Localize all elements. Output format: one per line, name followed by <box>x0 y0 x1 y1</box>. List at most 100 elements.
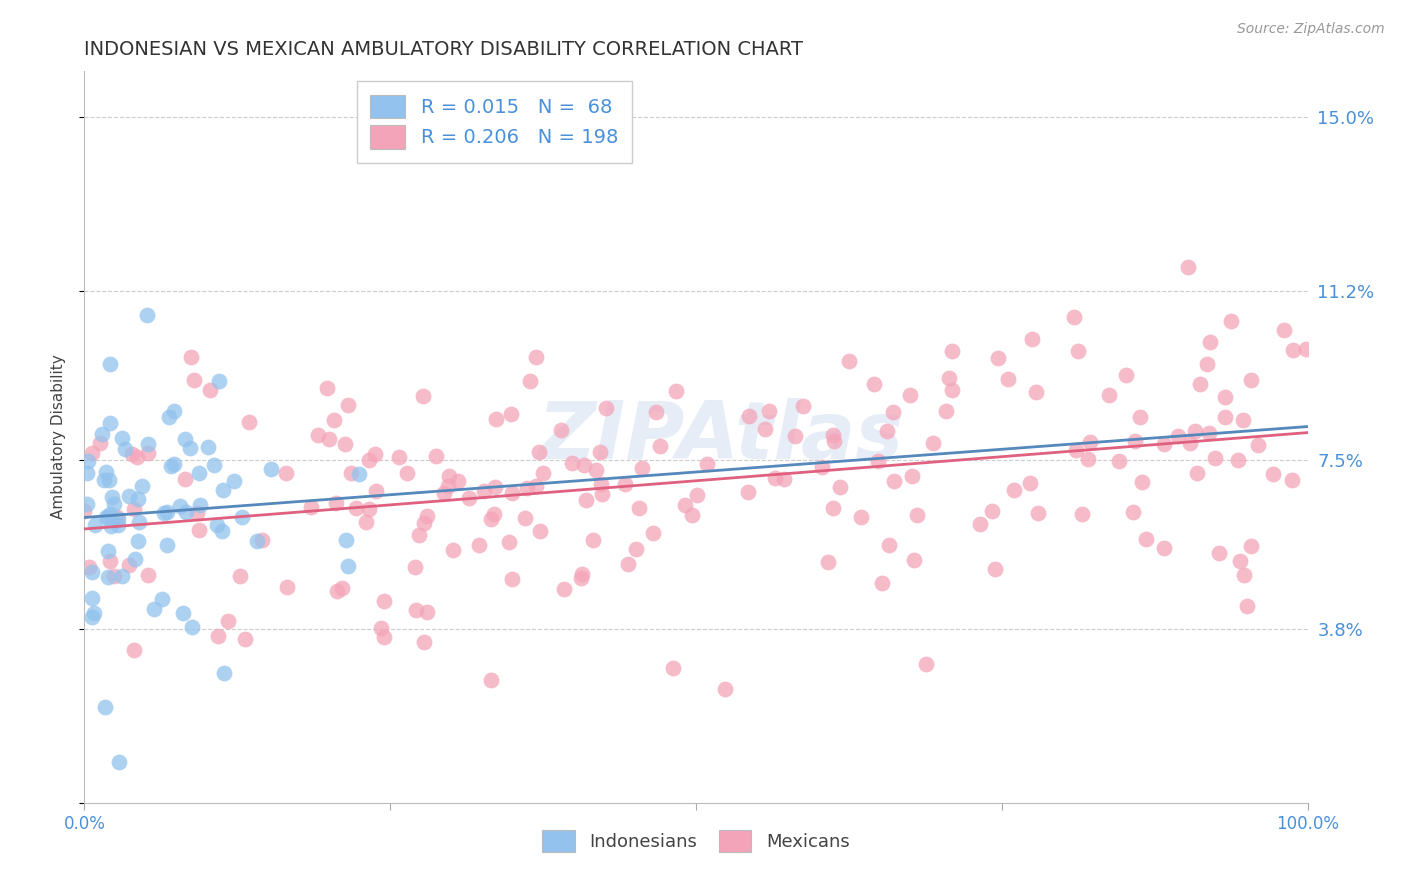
Point <box>1078 434 1101 449</box>
Point <box>515 510 537 524</box>
Point <box>186 506 208 520</box>
Point <box>498 534 520 549</box>
Point <box>307 428 329 442</box>
Point <box>250 533 273 548</box>
Point <box>163 457 186 471</box>
Point <box>156 538 179 552</box>
Point <box>441 543 464 558</box>
Point <box>1177 260 1199 274</box>
Point <box>903 553 925 567</box>
Point <box>136 437 159 451</box>
Point <box>713 681 735 696</box>
Point <box>938 371 960 385</box>
Point <box>395 466 418 480</box>
Point <box>1240 539 1263 553</box>
Point <box>811 459 834 474</box>
Point <box>987 351 1010 365</box>
Point <box>575 492 598 507</box>
Point <box>519 375 541 389</box>
Point <box>96 466 118 480</box>
Point <box>425 449 447 463</box>
Point <box>122 502 145 516</box>
Point <box>1199 334 1222 349</box>
Point <box>613 477 636 491</box>
Point <box>648 439 671 453</box>
Point <box>901 468 924 483</box>
Point <box>122 642 145 657</box>
Point <box>1064 443 1087 458</box>
Point <box>468 538 491 552</box>
Legend: Indonesians, Mexicans: Indonesians, Mexicans <box>536 823 856 860</box>
Point <box>183 373 205 387</box>
Point <box>474 484 496 499</box>
Point <box>1240 373 1263 387</box>
Point <box>229 568 252 582</box>
Point <box>408 528 430 542</box>
Point <box>863 376 886 391</box>
Point <box>1180 435 1202 450</box>
Point <box>174 505 197 519</box>
Point <box>373 593 395 607</box>
Point <box>117 489 139 503</box>
Point <box>246 533 269 548</box>
Point <box>457 491 479 505</box>
Point <box>76 467 98 481</box>
Point <box>1272 323 1295 337</box>
Point <box>180 350 202 364</box>
Point <box>773 472 796 486</box>
Point <box>1077 452 1099 467</box>
Point <box>531 466 554 480</box>
Point <box>485 412 508 426</box>
Point <box>222 474 245 488</box>
Point <box>941 343 963 358</box>
Point <box>1204 450 1226 465</box>
Point <box>898 388 921 402</box>
Point <box>91 427 114 442</box>
Point <box>73 504 96 518</box>
Point <box>783 429 806 443</box>
Point <box>156 505 179 519</box>
Point <box>574 458 596 472</box>
Point <box>100 416 122 430</box>
Point <box>754 422 776 436</box>
Point <box>217 615 239 629</box>
Point <box>136 446 159 460</box>
Point <box>696 458 718 472</box>
Point <box>550 423 572 437</box>
Point <box>516 481 538 495</box>
Point <box>208 374 231 388</box>
Point <box>1197 357 1219 371</box>
Point <box>98 357 121 371</box>
Point <box>1153 541 1175 555</box>
Point <box>1129 410 1152 425</box>
Point <box>1021 332 1043 346</box>
Point <box>529 524 551 539</box>
Point <box>325 584 347 599</box>
Point <box>413 635 436 649</box>
Point <box>388 450 411 464</box>
Point <box>1198 425 1220 440</box>
Point <box>114 442 136 456</box>
Point <box>97 509 120 524</box>
Point <box>370 622 392 636</box>
Point <box>758 403 780 417</box>
Point <box>479 673 502 687</box>
Point <box>344 500 367 515</box>
Point <box>333 437 356 451</box>
Point <box>204 458 226 472</box>
Point <box>1215 390 1237 404</box>
Point <box>299 500 322 515</box>
Point <box>188 466 211 480</box>
Point <box>941 384 963 398</box>
Point <box>364 447 387 461</box>
Point <box>150 592 173 607</box>
Text: INDONESIAN VS MEXICAN AMBULATORY DISABILITY CORRELATION CHART: INDONESIAN VS MEXICAN AMBULATORY DISABIL… <box>84 39 803 59</box>
Point <box>870 575 893 590</box>
Point <box>100 519 122 533</box>
Point <box>1282 343 1305 357</box>
Point <box>107 512 129 526</box>
Point <box>866 454 889 468</box>
Point <box>128 516 150 530</box>
Point <box>1066 343 1088 358</box>
Point <box>1295 342 1317 356</box>
